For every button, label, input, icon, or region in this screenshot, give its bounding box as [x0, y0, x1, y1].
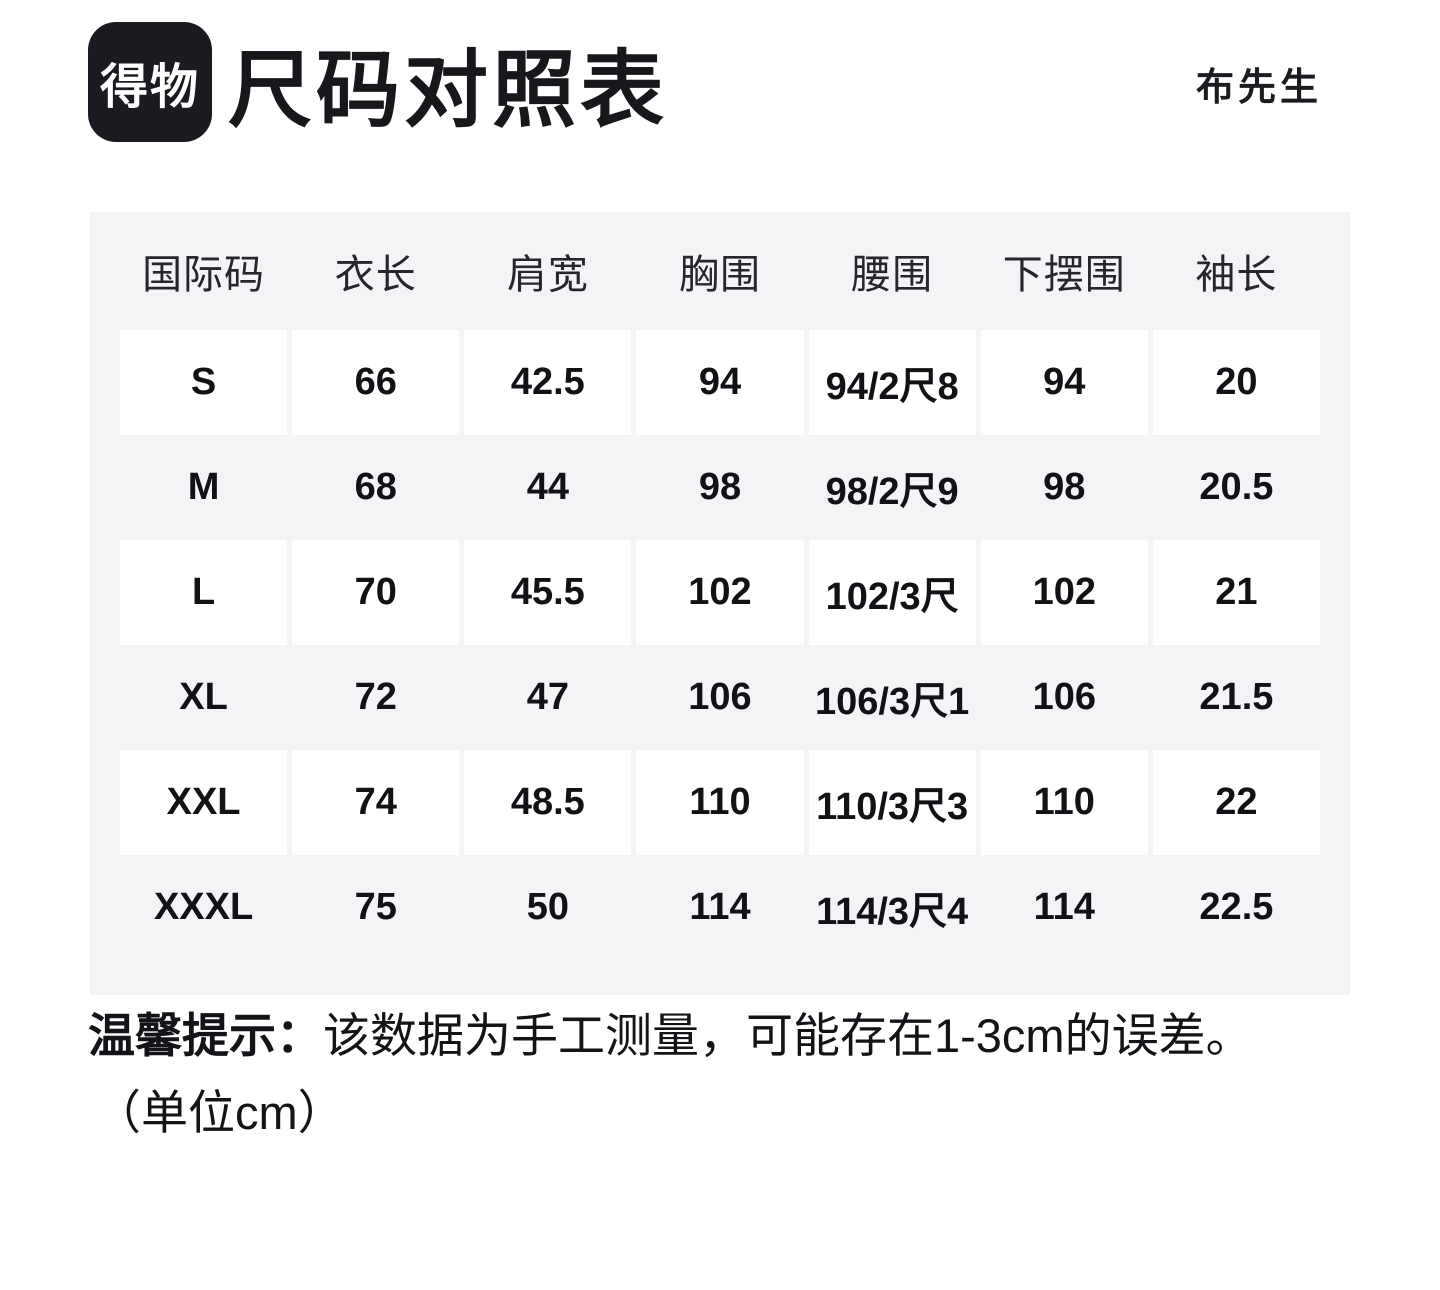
- size-table: 国际码 衣长 肩宽 胸围 腰围 下摆围 袖长 S 66 42.5 94 94/2…: [90, 212, 1350, 995]
- value-cell: 110/3尺3: [808, 750, 976, 855]
- value-cell: 106/3尺1: [815, 681, 970, 723]
- value-cell: 44: [526, 466, 569, 508]
- value-cell: 94/2尺8: [808, 330, 976, 435]
- value-cell: 20: [1152, 330, 1320, 435]
- value-cell: 42.5: [464, 330, 632, 435]
- table-row-xxl: XXL 74 48.5 110 110/3尺3 110 22: [120, 750, 1320, 855]
- size-cell: S: [120, 330, 288, 435]
- dewu-logo-text: 得物: [99, 61, 200, 114]
- table-row-m: M 68 44 98 98/2尺9 98 20.5: [120, 435, 1320, 540]
- value-cell: 48.5: [464, 750, 632, 855]
- value-cell: 75: [354, 886, 397, 928]
- column-header-sleeve: 袖长: [1195, 253, 1278, 297]
- size-cell: L: [120, 540, 288, 645]
- value-cell: 74: [292, 750, 460, 855]
- column-header-waist: 腰围: [851, 253, 934, 297]
- value-cell: 72: [354, 676, 397, 718]
- value-cell: 110: [980, 750, 1148, 855]
- value-cell: 22: [1152, 750, 1320, 855]
- value-cell: 45.5: [464, 540, 632, 645]
- value-cell: 50: [526, 886, 569, 928]
- column-header-chest: 胸围: [678, 253, 761, 297]
- column-header-size: 国际码: [142, 253, 266, 297]
- size-cell: XXXL: [153, 886, 254, 928]
- column-header-hem: 下摆围: [1002, 253, 1126, 297]
- value-cell: 98: [698, 466, 742, 508]
- value-cell: 66: [292, 330, 460, 435]
- page-title: 尺码对照表: [228, 43, 669, 137]
- unit-note: （单位cm）: [94, 1086, 345, 1139]
- value-cell: 102: [980, 540, 1148, 645]
- value-cell: 94: [980, 330, 1148, 435]
- value-cell: 68: [354, 466, 397, 508]
- footer-note: 温馨提示：该数据为手工测量，可能存在1-3cm的误差。 （单位cm）: [88, 1012, 1253, 1136]
- value-cell: 106: [1032, 676, 1096, 718]
- value-cell: 102: [636, 540, 804, 645]
- value-cell: 47: [526, 676, 569, 718]
- value-cell: 21: [1152, 540, 1320, 645]
- tip-line: 温馨提示：该数据为手工测量，可能存在1-3cm的误差。: [88, 1012, 1253, 1059]
- dewu-logo: 得物: [88, 22, 212, 142]
- tip-text: 该数据为手工测量，可能存在1-3cm的误差。: [323, 1009, 1253, 1062]
- value-cell: 114: [689, 886, 751, 928]
- value-cell: 70: [292, 540, 460, 645]
- value-cell: 22.5: [1199, 886, 1274, 928]
- value-cell: 102/3尺: [808, 540, 976, 645]
- table-header-row: 国际码 衣长 肩宽 胸围 腰围 下摆围 袖长: [120, 212, 1320, 330]
- table-row-l: L 70 45.5 102 102/3尺 102 21: [120, 540, 1320, 645]
- size-cell: XXL: [120, 750, 288, 855]
- value-cell: 114/3尺4: [816, 891, 969, 933]
- size-cell: M: [187, 466, 220, 508]
- value-cell: 110: [636, 750, 804, 855]
- table-row-xxxl: XXXL 75 50 114 114/3尺4 114 22.5: [120, 855, 1320, 960]
- value-cell: 94: [636, 330, 804, 435]
- table-row-s: S 66 42.5 94 94/2尺8 94 20: [120, 330, 1320, 435]
- value-cell: 106: [688, 676, 752, 718]
- value-cell: 114: [1033, 886, 1095, 928]
- value-cell: 98: [1043, 466, 1086, 508]
- value-cell: 98/2尺9: [825, 471, 959, 513]
- table-row-xl: XL 72 47 106 106/3尺1 106 21.5: [120, 645, 1320, 750]
- brand-name: 布先生: [1195, 67, 1322, 109]
- size-cell: XL: [179, 676, 228, 718]
- column-header-shoulder: 肩宽: [506, 253, 589, 297]
- value-cell: 21.5: [1199, 676, 1274, 718]
- tip-label: 温馨提示：: [88, 1009, 323, 1062]
- value-cell: 20.5: [1199, 466, 1274, 508]
- column-header-length: 衣长: [334, 253, 417, 297]
